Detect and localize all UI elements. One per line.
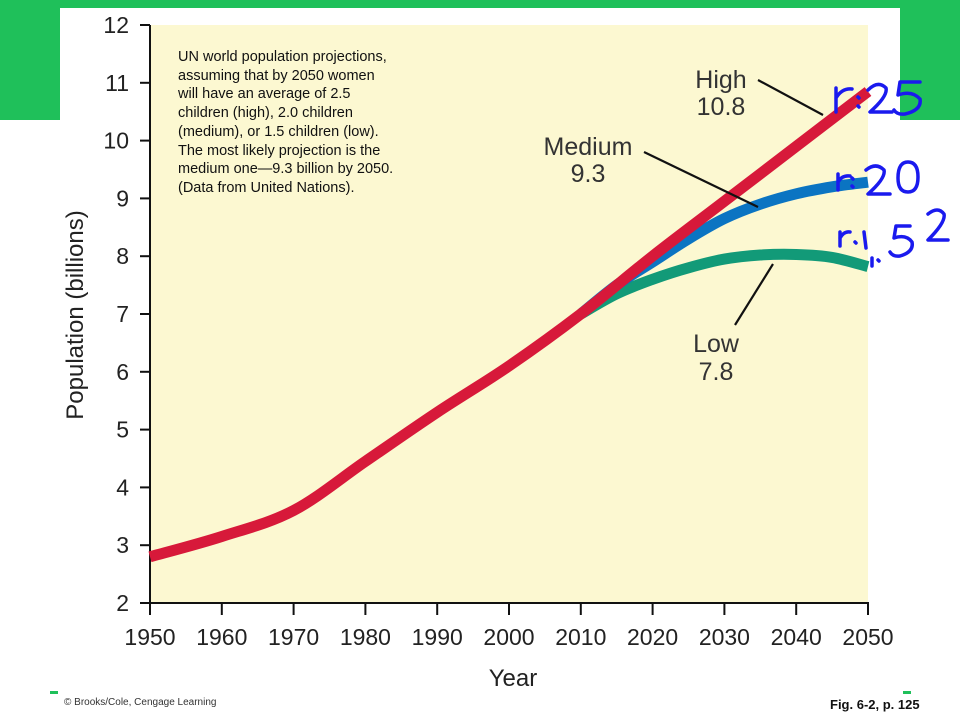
slide-band-left — [0, 0, 60, 120]
series-label-high: High — [695, 66, 746, 94]
handwriting-high — [834, 80, 922, 116]
y-tick-label: 11 — [105, 70, 129, 96]
leader-medium — [643, 151, 759, 208]
series-label-medium: Medium — [544, 133, 633, 161]
x-tick-label: 2010 — [555, 624, 606, 650]
y-tick-label: 7 — [116, 301, 129, 327]
y-tick-label: 12 — [103, 12, 129, 38]
x-tick-label: 2040 — [771, 624, 822, 650]
slide-band-top — [60, 0, 900, 8]
y-tick-label: 9 — [116, 185, 129, 211]
y-tick-label: 10 — [103, 128, 129, 154]
slide-mark-right — [903, 691, 911, 694]
x-tick-label: 1970 — [268, 624, 319, 650]
slide-mark-left — [50, 691, 58, 694]
x-tick-label: 1950 — [124, 624, 175, 650]
series-line-high — [148, 87, 872, 563]
y-tick-label: 6 — [116, 359, 129, 385]
y-tick-label: 8 — [116, 243, 129, 269]
handwriting-medium — [836, 160, 920, 196]
y-tick-label: 3 — [116, 532, 129, 558]
slide-band-right — [900, 0, 960, 120]
y-axis-label: Population (billions) — [62, 210, 89, 419]
x-tick-label: 1990 — [412, 624, 463, 650]
y-tick-label: 4 — [116, 474, 129, 500]
x-tick-label: 2020 — [627, 624, 678, 650]
series-value-high: 10.8 — [697, 93, 746, 121]
handwriting-low — [838, 208, 950, 268]
y-tick-label: 2 — [116, 590, 129, 616]
x-axis-label: Year — [489, 665, 538, 692]
figure-reference: Fig. 6-2, p. 125 — [830, 697, 920, 712]
series-line-low — [578, 248, 870, 319]
x-tick-label: 2050 — [842, 624, 893, 650]
x-tick-label: 2030 — [699, 624, 750, 650]
series-value-low: 7.8 — [699, 358, 734, 386]
series-label-low: Low — [693, 330, 740, 358]
leader-high — [757, 79, 824, 116]
series-value-medium: 9.3 — [571, 160, 606, 188]
x-tick-label: 1980 — [340, 624, 391, 650]
copyright-credit: © Brooks/Cole, Cengage Learning — [64, 697, 217, 708]
chart-caption: UN world population projections, assumin… — [178, 49, 394, 196]
leader-low — [734, 263, 774, 326]
x-tick-label: 1960 — [196, 624, 247, 650]
x-tick-label: 2000 — [483, 624, 534, 650]
plot-area — [150, 25, 868, 603]
y-tick-label: 5 — [116, 417, 129, 443]
